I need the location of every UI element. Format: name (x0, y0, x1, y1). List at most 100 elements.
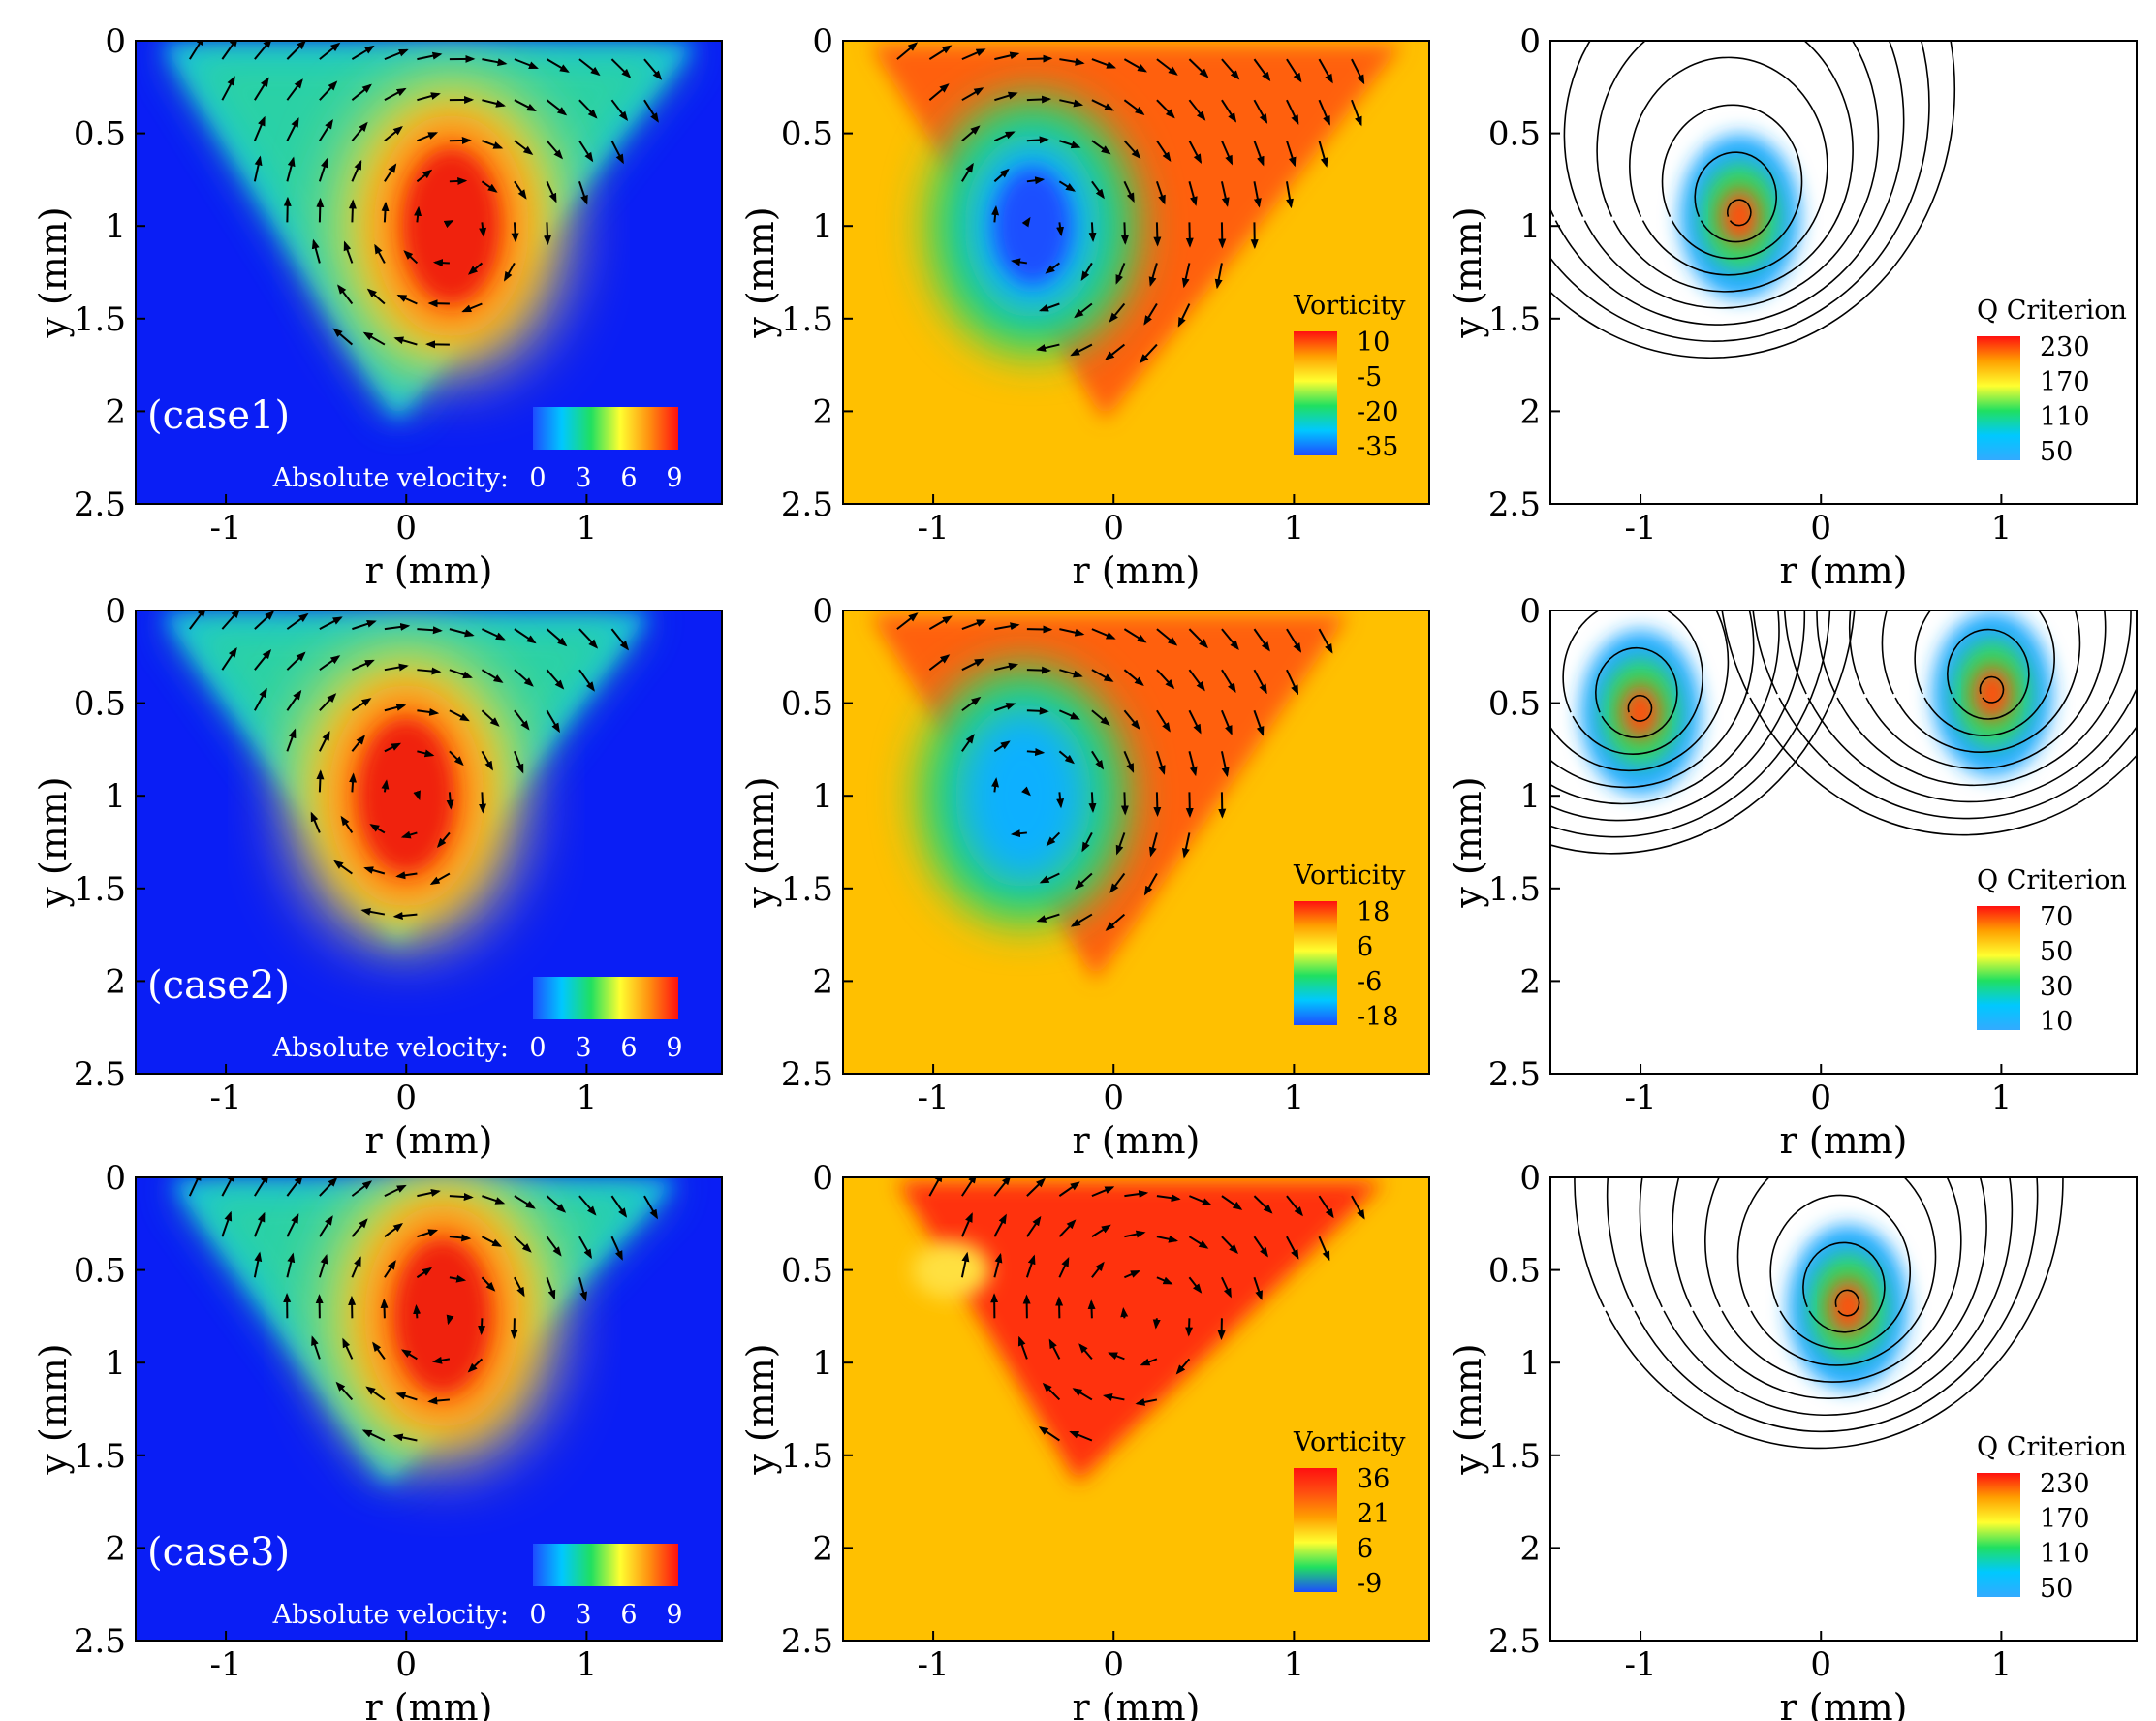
velocity-vector (928, 45, 953, 60)
velocity-vector (1285, 181, 1294, 209)
plot-frame (135, 1176, 723, 1642)
streamline (1834, 1289, 1860, 1317)
colorbar (1977, 1473, 2020, 1597)
velocity-vector (513, 750, 524, 774)
plot-area (1550, 1177, 2137, 1641)
velocity-vector (1091, 709, 1110, 726)
scalar-field (172, 1177, 677, 1484)
legend-tick: 50 (2040, 1574, 2073, 1604)
streamline (1550, 610, 1780, 805)
velocity-vector (461, 302, 483, 313)
velocity-vector (318, 157, 328, 182)
velocity-vector (1048, 1338, 1061, 1360)
velocity-vector (340, 815, 354, 833)
velocity-vector (1221, 140, 1234, 166)
velocity-vector (1181, 263, 1191, 289)
x-tick-label: 1 (1991, 1079, 2013, 1117)
velocity-vector (993, 168, 1010, 183)
x-tick-label: -1 (1625, 1079, 1657, 1117)
streamline (1606, 1177, 2039, 1433)
legend-tick: 21 (1357, 1499, 1390, 1529)
x-tick-label: 0 (395, 1079, 417, 1117)
velocity-vector (514, 180, 527, 200)
legend-tick: 170 (2040, 1504, 2090, 1534)
y-tick-label: 2 (105, 392, 126, 431)
velocity-vector (1153, 792, 1162, 817)
velocity-vector (1036, 343, 1060, 352)
y-tick-label: 2.5 (74, 485, 126, 524)
y-tick-label: 1 (1519, 777, 1541, 816)
q-core (1621, 685, 1661, 740)
colorbar (1977, 906, 2020, 1030)
y-tick-label: 1 (1519, 207, 1541, 246)
velocity-vector (514, 140, 534, 155)
velocity-vector (481, 1276, 496, 1292)
velocity-vector (319, 655, 341, 672)
velocity-vector (395, 871, 418, 880)
velocity-vector (1120, 1307, 1129, 1319)
velocity-vector (384, 163, 397, 182)
y-tick-label: 2 (1519, 1529, 1541, 1568)
velocity-vector (1221, 628, 1239, 651)
velocity-vector (1318, 99, 1330, 126)
y-tick-label: 0 (1519, 22, 1541, 61)
velocity-vector (993, 1213, 1007, 1237)
velocity-vector (351, 159, 362, 182)
legend-tick: 30 (2040, 972, 2073, 1002)
velocity-vector (253, 1251, 263, 1278)
velocity-vector (384, 622, 411, 631)
velocity-vector (1188, 181, 1198, 206)
velocity-vector (1058, 1257, 1070, 1278)
x-tick-label: -1 (1625, 1645, 1657, 1684)
legend-tick: 230 (2040, 1469, 2090, 1499)
velocity-vector (578, 628, 599, 649)
velocity-vector (546, 99, 568, 116)
velocity-vector (1058, 1219, 1077, 1237)
y-tick-label: 0 (1519, 1159, 1541, 1198)
velocity-vector (1091, 1224, 1111, 1238)
velocity-vector (1221, 709, 1233, 735)
vector-field (189, 610, 630, 920)
legend-tick: 3 (575, 1600, 591, 1630)
velocity-vector (928, 654, 951, 671)
velocity-vector (392, 911, 418, 920)
legend-tick: 110 (2040, 402, 2090, 432)
velocity-vector (443, 220, 454, 229)
x-axis-label: r (mm) (1073, 549, 1201, 592)
streamline (1703, 1177, 1962, 1383)
q-core (1828, 1279, 1868, 1334)
scalar-field (162, 613, 650, 945)
legend-tick: -35 (1357, 432, 1398, 462)
legend-title: Absolute velocity: (272, 1600, 509, 1630)
y-tick-label: 2.5 (1488, 1055, 1541, 1094)
x-tick-label: 0 (1810, 1645, 1831, 1684)
x-tick-label: 0 (395, 509, 417, 548)
streamline (1550, 41, 1905, 326)
velocity-vector (1036, 913, 1060, 923)
velocity-vector (578, 58, 601, 77)
velocity-vector (311, 1335, 321, 1360)
panel-case3-q: 0 0.5 1 1.5 2 2.5 -1 0 1 r (mm) y (mm) Q Criterion 2… (1447, 1159, 2138, 1721)
velocity-vector (1140, 1358, 1158, 1366)
velocity-vector (446, 1314, 454, 1326)
velocity-vector (1026, 95, 1052, 104)
velocity-vector (319, 616, 343, 631)
velocity-vector (337, 284, 354, 305)
velocity-vector (960, 1212, 973, 1237)
velocity-vector (254, 610, 275, 630)
velocity-vector (1124, 1270, 1140, 1279)
y-tick-label: 2.5 (781, 1055, 833, 1094)
legend-tick: 0 (529, 1600, 546, 1630)
velocity-vector (366, 288, 386, 305)
velocity-vector (1253, 181, 1262, 208)
y-tick-label: 0.5 (1488, 685, 1541, 724)
streamline (1736, 1177, 1937, 1366)
legend-tick: 9 (666, 1600, 682, 1630)
y-tick-label: 0 (105, 22, 126, 61)
velocity-vector (467, 262, 484, 275)
velocity-vector (254, 648, 272, 671)
velocity-vector (221, 1177, 235, 1197)
velocity-vector (449, 1193, 474, 1202)
velocity-vector (1155, 180, 1166, 205)
velocity-vector (481, 750, 493, 771)
